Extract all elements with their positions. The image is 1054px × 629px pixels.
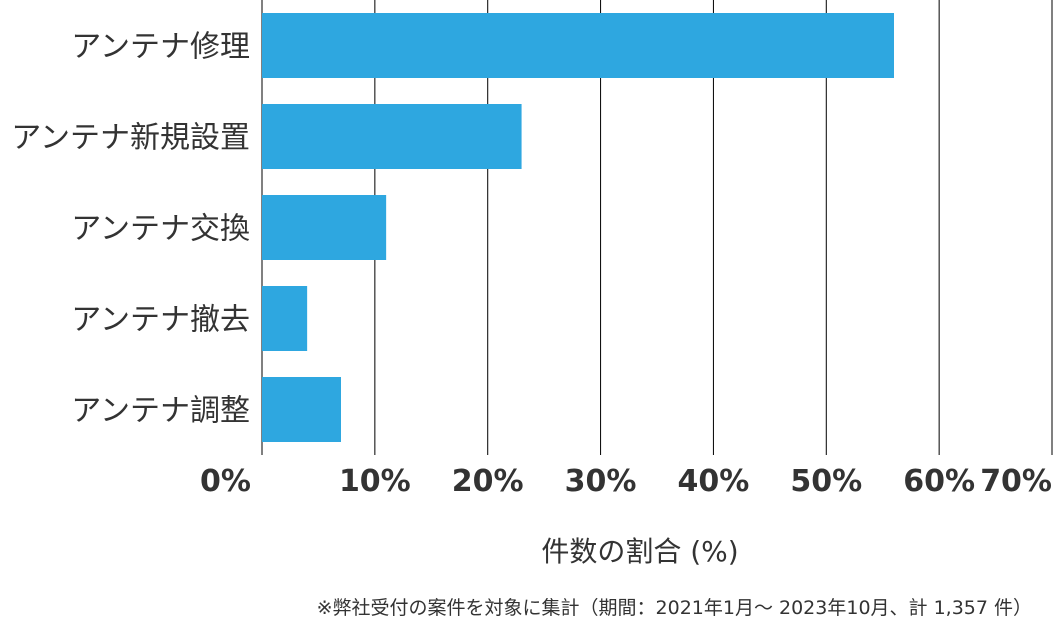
x-tick-label: 50%	[790, 464, 862, 499]
category-label: アンテナ新規設置	[11, 121, 250, 156]
x-tick-label: 20%	[452, 464, 524, 499]
category-label: アンテナ撤去	[71, 303, 250, 338]
footnote: ※弊社受付の案件を対象に集計（期間：2021年1月～ 2023年10月、計 1,…	[317, 597, 1032, 619]
bar	[262, 377, 341, 442]
x-tick-label: 30%	[565, 464, 637, 499]
x-tick-labels: 0% 10% 20% 30% 40% 50% 60% 70%	[200, 464, 1052, 499]
category-label: アンテナ修理	[71, 30, 250, 65]
bar	[262, 195, 387, 260]
bar	[262, 104, 522, 169]
x-tick-label: 10%	[339, 464, 411, 499]
x-tick-label: 0%	[200, 464, 251, 499]
bar	[262, 286, 308, 351]
x-axis-title: 件数の割合 (%)	[541, 535, 738, 568]
x-tick-label: 70%	[980, 464, 1052, 499]
category-label: アンテナ調整	[71, 394, 250, 429]
bars	[262, 13, 894, 442]
category-label: アンテナ交換	[71, 212, 250, 247]
x-tick-label: 60%	[903, 464, 975, 499]
bar	[262, 13, 894, 78]
x-tick-label: 40%	[678, 464, 750, 499]
